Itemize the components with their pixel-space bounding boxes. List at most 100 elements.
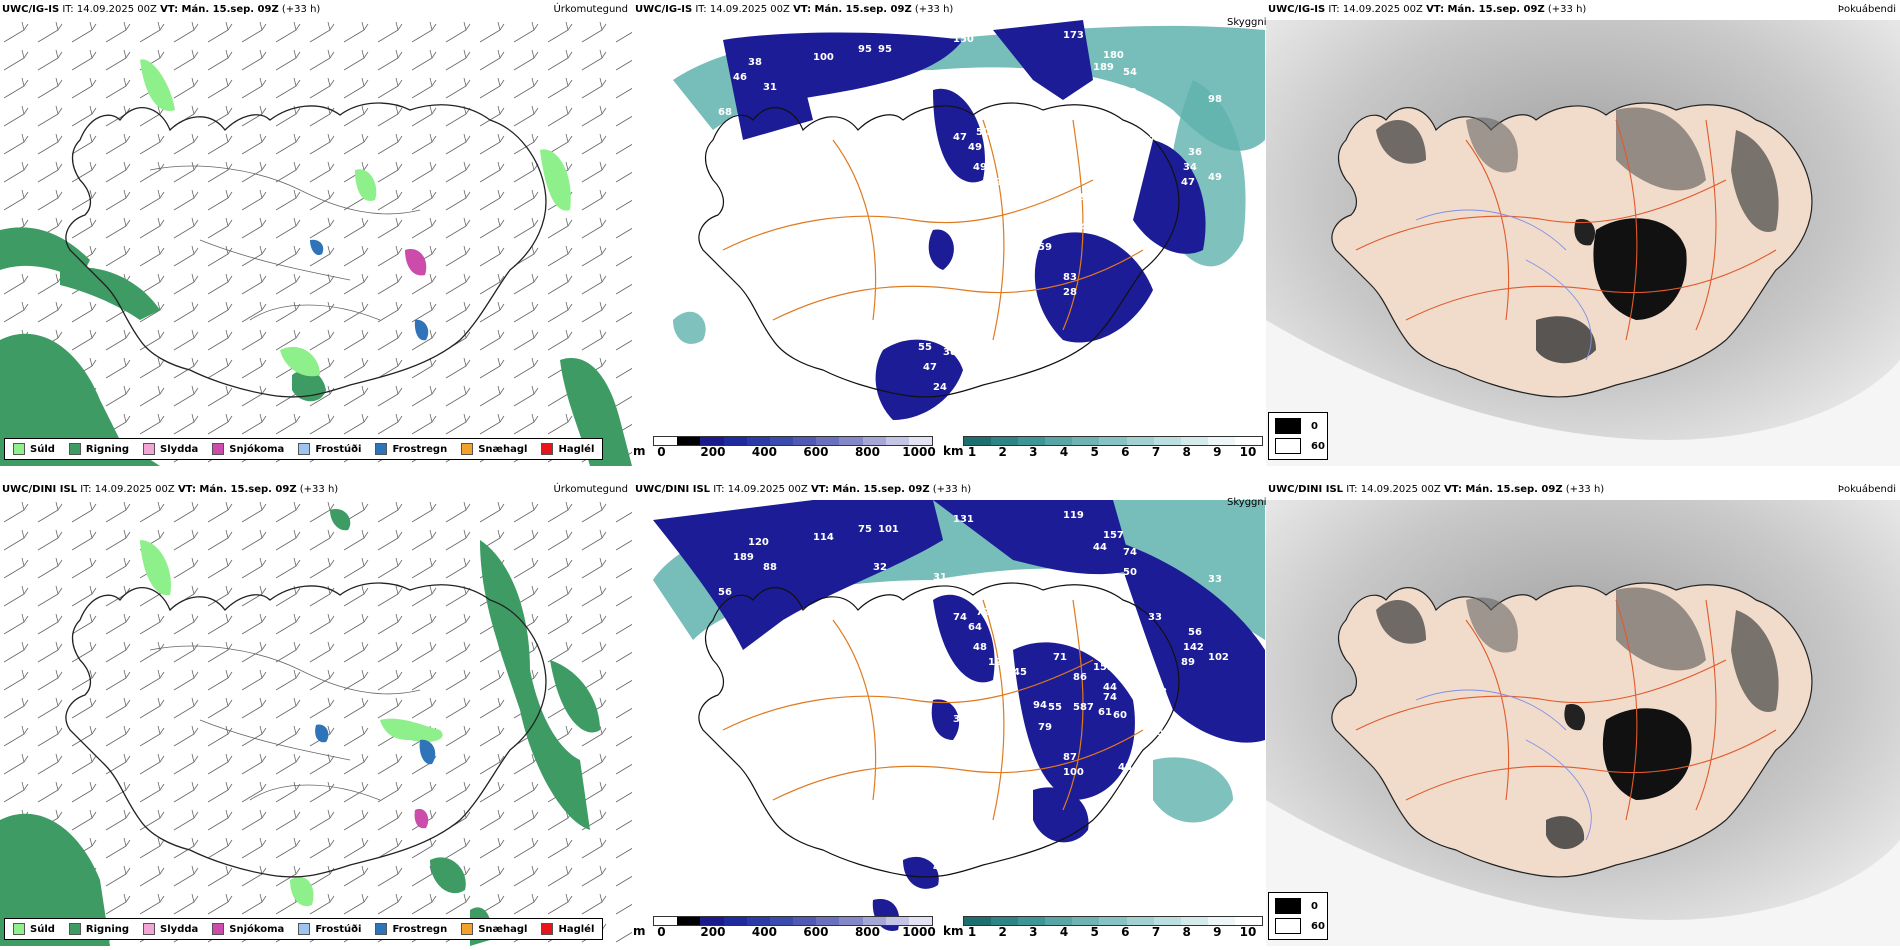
fog-legend-row: 60 bbox=[1275, 438, 1325, 454]
visibility-label: 37 bbox=[953, 714, 967, 725]
visibility-label: 47 bbox=[923, 362, 937, 373]
legend-item: Snjókoma bbox=[212, 443, 284, 455]
lead-time: (+33 h) bbox=[1565, 484, 1605, 495]
legend-item: Frostúði bbox=[298, 443, 361, 455]
colorbar-step bbox=[1126, 437, 1154, 445]
colorbar-unit: km bbox=[943, 924, 964, 938]
precip-legend: Súld Rigning Slydda Snjókoma Frostúði Frostre… bbox=[4, 918, 604, 940]
visibility-label: 89 bbox=[1181, 657, 1195, 668]
legend-label: Snæhagl bbox=[478, 443, 528, 455]
visibility-label: 101 bbox=[878, 524, 899, 535]
fog-legend-swatch bbox=[1275, 418, 1301, 434]
visibility-label: 34 bbox=[1148, 132, 1162, 143]
colorbar-strip bbox=[963, 436, 1263, 446]
legend-label: Súld bbox=[30, 923, 55, 935]
legend-label: Haglél bbox=[558, 923, 595, 935]
colorbar-tick: 7 bbox=[1151, 925, 1161, 939]
panel-header: UWC/DINI ISL IT: 14.09.2025 00Z VT: Mán.… bbox=[1266, 480, 1900, 500]
colorbar-unit: m bbox=[633, 444, 646, 458]
legend-item: Slydda bbox=[143, 923, 198, 935]
panel-header: UWC/DINI ISL IT: 14.09.2025 00Z VT: Mán.… bbox=[0, 480, 632, 500]
colorbar-step bbox=[1099, 917, 1127, 925]
visibility-label: 81 bbox=[1053, 592, 1067, 603]
init-time: IT: 14.09.2025 00Z bbox=[713, 484, 808, 495]
colorbar-strip bbox=[963, 916, 1263, 926]
visibility-label: 65 bbox=[1103, 202, 1117, 213]
visibility-label: 28 bbox=[1063, 287, 1077, 298]
visibility-label: 95 bbox=[858, 44, 872, 55]
legend-item: Snjókoma bbox=[212, 923, 284, 935]
colorbar-step bbox=[793, 437, 817, 445]
visibility-label: 189 bbox=[1093, 62, 1114, 73]
init-time: IT: 14.09.2025 00Z bbox=[1328, 4, 1423, 15]
visibility-label: 24 bbox=[933, 382, 947, 393]
visibility-label: 119 bbox=[1063, 510, 1084, 521]
colorbar-step bbox=[1018, 437, 1046, 445]
precip-panel-bottom: UWC/DINI ISL IT: 14.09.2025 00Z VT: Mán.… bbox=[0, 480, 632, 946]
visibility-label: 60 bbox=[1113, 710, 1127, 721]
colorbar-tick: 800 bbox=[854, 445, 880, 459]
visibility-label: 49 bbox=[1208, 172, 1222, 183]
cloud-map[interactable]: 131 119 114 75 101 120 189 88 56 157 44 74 50 33 55 53 7… bbox=[633, 500, 1265, 946]
visibility-label: 33 bbox=[1208, 574, 1222, 585]
visibility-label: 71 bbox=[1053, 652, 1067, 663]
colorbar-strip bbox=[653, 916, 933, 926]
colorbar-tick: 800 bbox=[854, 925, 880, 939]
visibility-label: 64 bbox=[968, 622, 982, 633]
colorbar-step bbox=[839, 917, 863, 925]
legend-item: Rigning bbox=[68, 923, 129, 935]
visibility-label: 16 bbox=[1013, 187, 1027, 198]
visibility-label: 47 bbox=[1181, 177, 1195, 188]
visibility-label: 41 bbox=[953, 234, 967, 245]
visibility-label: 74 bbox=[1103, 692, 1117, 703]
precip-map[interactable] bbox=[0, 20, 632, 466]
legend-label: Frostregn bbox=[392, 923, 448, 935]
visibility-label: 83 bbox=[1063, 272, 1077, 283]
visibility-label: 587 bbox=[1073, 702, 1094, 713]
visibility-label: 34 bbox=[1183, 162, 1197, 173]
visibility-label: 49 bbox=[968, 142, 982, 153]
visibility-label: 22 bbox=[1098, 114, 1112, 125]
precip-panel-top: UWC/IG-IS IT: 14.09.2025 00Z VT: Mán. 15… bbox=[0, 0, 632, 466]
visibility-label: 117 bbox=[1023, 622, 1044, 633]
fog-legend-row: 0 bbox=[1275, 898, 1318, 914]
height-colorbar: m 0 200 400 600 800 1000 bbox=[633, 914, 936, 940]
legend-swatch bbox=[541, 443, 554, 455]
fog-map[interactable] bbox=[1266, 20, 1900, 466]
visibility-label: 47 bbox=[1048, 222, 1062, 233]
visibility-label: 48 bbox=[1118, 762, 1132, 773]
visibility-label: 62 bbox=[1003, 157, 1017, 168]
precip-legend: Súld Rigning Slydda Snjókoma Frostúði Frostre… bbox=[4, 438, 604, 460]
legend-item: Súld bbox=[13, 923, 55, 935]
visibility-label: 120 bbox=[748, 537, 769, 548]
panel-header: UWC/IG-IS IT: 14.09.2025 00Z VT: Mán. 15… bbox=[0, 0, 632, 20]
colorbar-step bbox=[1153, 917, 1181, 925]
colorbar-tick: 200 bbox=[700, 925, 726, 939]
colorbar-ticks: 0 200 400 600 800 1000 bbox=[653, 445, 935, 459]
visibility-label: 51 bbox=[1103, 627, 1117, 638]
fog-legend: 0 60 bbox=[1268, 892, 1328, 940]
colorbar-tick: 1 bbox=[967, 925, 977, 939]
cloud-map[interactable]: 150 173 100 95 95 38 46 31 68 180 189 54 49 98 50 22 119… bbox=[633, 20, 1265, 466]
colorbar-ticks: 0 200 400 600 800 1000 bbox=[653, 925, 935, 939]
visibility-label: 173 bbox=[1063, 30, 1084, 41]
visibility-label: 61 bbox=[1003, 637, 1017, 648]
visibility-label: 190 bbox=[1133, 677, 1154, 688]
visibility-label: 102 bbox=[1208, 652, 1229, 663]
colorbar-tick: 2 bbox=[998, 445, 1007, 459]
visibility-label: 98 bbox=[1208, 94, 1222, 105]
lead-time: (+33 h) bbox=[1547, 4, 1587, 15]
visibility-label: 55 bbox=[918, 822, 932, 833]
fog-map[interactable] bbox=[1266, 500, 1900, 946]
visibility-label: 88 bbox=[763, 562, 777, 573]
visibility-label: 50 bbox=[923, 842, 937, 853]
fog-panel-bottom: UWC/DINI ISL IT: 14.09.2025 00Z VT: Mán.… bbox=[1266, 480, 1900, 946]
colorbar-step bbox=[654, 917, 678, 925]
fog-legend-label: 0 bbox=[1311, 900, 1318, 912]
valid-time: VT: Mán. 15.sep. 09Z bbox=[1443, 484, 1563, 495]
model-name: UWC/DINI ISL bbox=[1268, 484, 1344, 495]
precip-map[interactable] bbox=[0, 500, 632, 946]
visibility-label: 68 bbox=[718, 107, 732, 118]
fog-legend-label: 60 bbox=[1311, 440, 1325, 452]
colorbar-ticks: 1 2 3 4 5 6 7 8 9 10 bbox=[963, 445, 1263, 459]
